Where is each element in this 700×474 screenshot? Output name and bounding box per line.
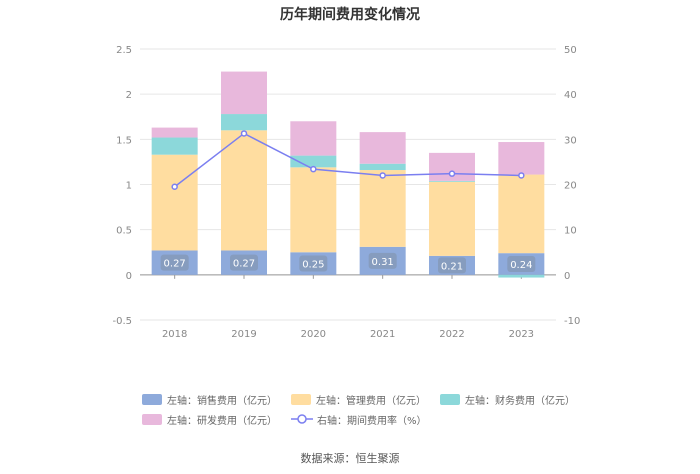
- bar-finance: [221, 114, 267, 131]
- legend-swatch-sales: [142, 393, 162, 405]
- bar-admin: [151, 154, 198, 251]
- legend-label-rate: 右轴：期间费用率（%）: [317, 415, 427, 427]
- data-label: 0.24: [510, 260, 532, 271]
- legend-line-icon: [291, 414, 313, 424]
- legend-item-rate[interactable]: 右轴：期间费用率（%）: [291, 412, 427, 427]
- y-left-tick-label: 2.5: [116, 45, 132, 56]
- legend-item-rnd[interactable]: 左轴：研发费用（亿元）: [142, 412, 277, 427]
- bar-rnd: [151, 127, 198, 138]
- y-left-tick-label: 0: [126, 271, 132, 282]
- bar-admin: [359, 170, 406, 247]
- legend-swatch-rnd: [142, 413, 162, 425]
- line-point: [379, 172, 386, 179]
- x-tick-label: 2021: [370, 329, 395, 340]
- y-right-tick-label: 0: [564, 271, 570, 282]
- legend-label-rnd: 左轴：研发费用（亿元）: [167, 415, 277, 427]
- data-label-bg: [507, 255, 536, 272]
- y-left-tick-label: -0.5: [112, 316, 132, 327]
- y-right-tick-label: 40: [564, 90, 577, 101]
- bar-rnd: [498, 142, 545, 175]
- y-left-tick-label: 2: [126, 90, 132, 101]
- y-left-tick-label: 1: [126, 181, 132, 192]
- data-label-bg: [299, 255, 328, 272]
- data-label: 0.31: [372, 257, 394, 268]
- legend-label-admin: 左轴：管理费用（亿元）: [316, 395, 426, 407]
- legend-swatch-admin: [291, 393, 311, 405]
- chart-title: 历年期间费用变化情况: [280, 7, 420, 23]
- x-tick-label: 2023: [509, 329, 534, 340]
- y-left-tick-label: 0.5: [116, 226, 132, 237]
- legend-swatch-finance: [440, 393, 460, 405]
- x-tick-label: 2019: [231, 329, 256, 340]
- data-label-bg: [160, 254, 189, 271]
- bar-finance: [359, 163, 406, 171]
- line-expense-rate: [174, 132, 522, 188]
- data-label-bg: [438, 257, 466, 274]
- x-tick-label: 2020: [301, 329, 326, 340]
- legend-item-finance[interactable]: 左轴：财务费用（亿元）: [440, 392, 575, 407]
- data-source: 数据来源：恒生聚源: [300, 452, 400, 465]
- y-right-tick-label: 30: [564, 135, 577, 146]
- line-point: [448, 170, 456, 177]
- line-point: [171, 183, 178, 191]
- data-label-bg: [230, 254, 258, 271]
- bar-finance: [498, 274, 545, 278]
- data-label: 0.21: [441, 261, 463, 272]
- bar-admin: [290, 167, 337, 253]
- x-tick-label: 2022: [439, 329, 464, 340]
- legend-label-sales: 左轴：销售费用（亿元）: [167, 395, 277, 407]
- bar-admin: [429, 181, 475, 256]
- y-right-tick-label: 10: [564, 226, 577, 237]
- data-label-bg: [368, 252, 397, 269]
- bar-rnd: [359, 132, 406, 164]
- y-left-tick-label: 1.5: [116, 135, 132, 146]
- bar-finance: [429, 180, 475, 182]
- data-label: 0.27: [233, 259, 255, 270]
- bar-rnd: [290, 121, 337, 156]
- y-right-tick-label: -10: [564, 316, 580, 327]
- line-point: [518, 172, 525, 179]
- legend-label-finance: 左轴：财务费用（亿元）: [465, 395, 575, 407]
- y-right-tick-label: 20: [564, 181, 577, 192]
- bar-admin: [221, 130, 267, 251]
- legend-item-sales[interactable]: 左轴：销售费用（亿元）: [142, 392, 277, 407]
- bar-finance: [290, 155, 337, 168]
- bar-rnd: [221, 71, 267, 115]
- chart-legend: 左轴：销售费用（亿元） 左轴：管理费用（亿元） 左轴：财务费用（亿元） 左轴：研…: [142, 389, 582, 429]
- bar-admin: [498, 174, 545, 254]
- line-point: [240, 130, 248, 137]
- bar-finance: [151, 137, 198, 155]
- data-label: 0.27: [164, 259, 186, 270]
- y-right-tick-label: 50: [564, 45, 577, 56]
- data-label: 0.25: [302, 260, 324, 271]
- x-tick-label: 2018: [162, 329, 187, 340]
- line-point: [310, 165, 317, 173]
- legend-item-admin[interactable]: 左轴：管理费用（亿元）: [291, 392, 426, 407]
